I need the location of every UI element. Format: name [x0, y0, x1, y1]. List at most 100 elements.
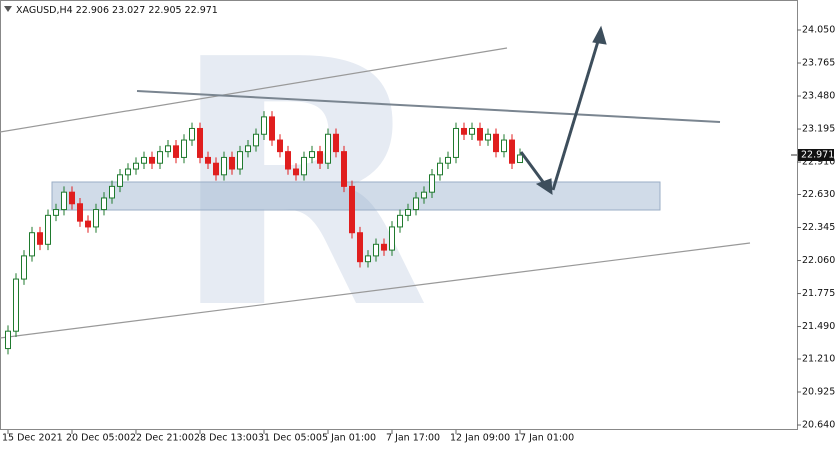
title: XAGUSD,H4 22.906 23.027 22.905 22.971	[4, 5, 218, 16]
candle-body	[229, 156, 235, 170]
candle-body	[125, 168, 131, 176]
candle-body	[61, 191, 67, 211]
candle-body	[261, 116, 267, 135]
candle-body	[29, 232, 35, 257]
candle-body	[445, 156, 451, 164]
candle-body	[141, 156, 147, 164]
candle-body	[69, 191, 75, 205]
candle-body	[397, 214, 403, 228]
y-tick-label: 23.765	[802, 58, 835, 69]
y-tick-label: 23.195	[802, 124, 835, 135]
y-tick-label: 22.910	[802, 157, 835, 168]
candle-body	[285, 151, 291, 170]
candle-body	[317, 151, 323, 164]
ohlc-open: 22.906	[76, 5, 109, 16]
candle-body	[413, 197, 419, 211]
candle-body	[221, 156, 227, 176]
trend-line	[0, 47, 508, 133]
candle-body	[205, 156, 211, 164]
y-tick-label: 21.775	[802, 288, 835, 299]
candle-body	[213, 162, 219, 176]
x-tick-label: 15 Dec 2021	[2, 433, 63, 444]
candle-body	[493, 133, 499, 153]
candle-body	[45, 214, 51, 245]
y-tick-label: 22.060	[802, 255, 835, 266]
ohlc-low: 22.905	[148, 5, 181, 16]
y-tick-label: 20.925	[802, 387, 835, 398]
candle-body	[357, 232, 363, 263]
candle-body	[477, 127, 483, 141]
candle-body	[437, 162, 443, 176]
arrow	[551, 37, 601, 191]
candle-body	[309, 151, 315, 158]
forecast-arrows	[519, 25, 607, 195]
candle-body	[325, 133, 331, 164]
candle-body	[181, 139, 187, 158]
x-tick-label: 31 Dec 05:00	[258, 433, 322, 444]
candle-body	[77, 203, 83, 222]
candle-body	[389, 226, 395, 251]
arrow-head	[535, 178, 553, 195]
candle-body	[381, 243, 387, 251]
candle-body	[293, 168, 299, 176]
candle-body	[157, 151, 163, 164]
arrow	[519, 151, 548, 187]
chart-title: XAGUSD,H4 22.906 23.027 22.905 22.971	[16, 5, 218, 16]
candle-body	[13, 278, 19, 332]
x-tick-label: 5 Jan 01:00	[322, 433, 376, 444]
candle-body	[93, 209, 99, 228]
candle-body	[165, 145, 171, 153]
candle-body	[85, 220, 91, 228]
title-icon	[4, 6, 12, 12]
ohlc-high: 23.027	[112, 5, 145, 16]
candle-body	[237, 151, 243, 170]
candle-body	[21, 255, 27, 280]
trend-line	[136, 90, 721, 123]
y-tick-label: 21.490	[802, 321, 835, 332]
candle-body	[421, 191, 427, 199]
y-tick-label: 23.480	[802, 91, 835, 102]
watermark: R	[169, 0, 431, 384]
price-label-box	[798, 148, 834, 161]
x-tick-label: 17 Jan 01:00	[514, 433, 574, 444]
ohlc-close: 22.971	[185, 5, 218, 16]
candle-body	[453, 127, 459, 158]
candle-body	[429, 174, 435, 193]
candle-body	[269, 116, 275, 141]
candle-body	[37, 232, 43, 245]
x-tick-label: 7 Jan 17:00	[386, 433, 440, 444]
candle-body	[301, 156, 307, 176]
candle-body	[333, 133, 339, 153]
candle-body	[461, 127, 467, 135]
candle-body	[277, 139, 283, 153]
candle-body	[253, 133, 259, 147]
candle-body	[517, 154, 523, 164]
candle-body	[501, 139, 507, 153]
y-tick-label: 24.050	[802, 25, 835, 36]
arrow-head	[592, 25, 607, 45]
candle-body	[509, 139, 515, 164]
support-zone	[51, 181, 661, 211]
y-tick-label: 21.210	[802, 353, 835, 364]
candle-body	[149, 156, 155, 164]
candle-body	[469, 127, 475, 135]
candles	[5, 111, 523, 355]
x-tick-label: 12 Jan 09:00	[450, 433, 510, 444]
price-label: 22.971	[801, 149, 834, 160]
candle-body	[101, 197, 107, 211]
candle-body	[341, 151, 347, 187]
candle-body	[349, 185, 355, 234]
candle-body	[245, 145, 251, 153]
candle-body	[373, 243, 379, 257]
y-tick-label: 22.345	[802, 222, 835, 233]
candle-body	[189, 127, 195, 141]
candle-body	[197, 127, 203, 158]
candle-body	[109, 185, 115, 199]
candle-body	[5, 330, 11, 350]
x-tick-label: 22 Dec 21:00	[130, 433, 194, 444]
trend-line	[0, 242, 751, 339]
candle-body	[405, 209, 411, 216]
x-tick-label: 28 Dec 13:00	[194, 433, 258, 444]
candle-body	[117, 174, 123, 187]
